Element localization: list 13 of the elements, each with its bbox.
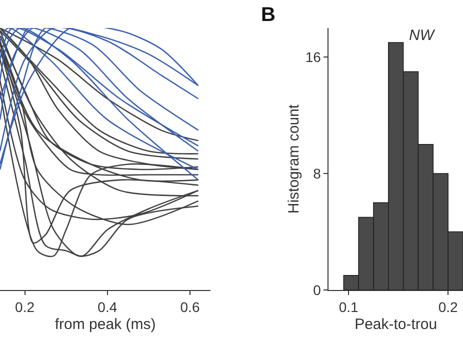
x-tick-label: 0.2: [438, 298, 458, 315]
y-axis-title: Histogram count: [286, 104, 303, 214]
x-tick-label: 0.6: [180, 298, 200, 315]
x-tick-label: 0.1: [338, 298, 359, 315]
y-tick-label: 16: [305, 49, 322, 66]
chart-title: B: [261, 4, 276, 26]
y-tick-label: 8: [313, 165, 322, 182]
x-axis-title: Peak-to-trou: [354, 316, 438, 333]
annotation: NW: [409, 27, 436, 44]
y-tick-label: 0: [313, 282, 322, 298]
x-tick-label: 0.2: [15, 298, 35, 315]
x-tick-label: 0.4: [98, 298, 118, 315]
x-axis-title: from peak (ms): [54, 316, 156, 333]
